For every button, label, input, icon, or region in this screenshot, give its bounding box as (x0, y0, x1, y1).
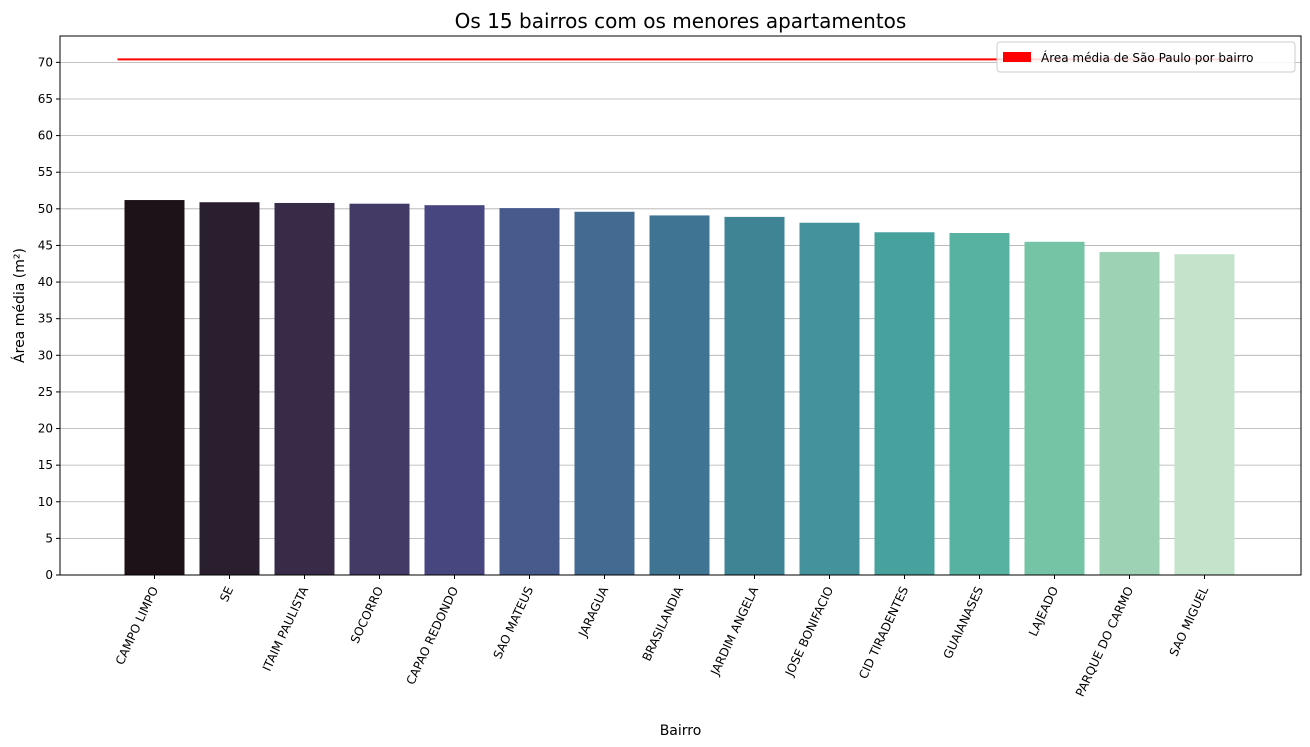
y-tick-label: 15 (38, 458, 53, 472)
bar (1099, 252, 1160, 575)
x-tick-label: GUAIANASES (941, 584, 987, 661)
legend: Área média de São Paulo por bairro (996, 41, 1296, 73)
bar (649, 215, 710, 576)
y-tick-label: 65 (38, 92, 53, 106)
y-tick-label: 10 (38, 495, 53, 509)
y-tick-label: 40 (38, 275, 53, 289)
x-tick-label: BRASILANDIA (639, 584, 686, 664)
y-tick-label: 55 (38, 165, 53, 179)
legend-label: Área média de São Paulo por bairro (1041, 50, 1253, 65)
x-tick-label: CID TIRADENTES (856, 584, 911, 681)
bar (1024, 241, 1085, 575)
y-tick-label: 25 (38, 385, 53, 399)
bar (124, 200, 185, 576)
x-tick-label: ITAIM PAULISTA (260, 584, 312, 674)
y-tick-label: 30 (38, 348, 53, 362)
x-axis: CAMPO LIMPO SE ITAIM PAULISTA SOCORRO CAPAO … (113, 575, 1212, 699)
x-tick-label: JARAGUA (575, 584, 611, 640)
x-tick-label: JARDIM ANGELA (708, 584, 762, 679)
bar (424, 205, 485, 575)
y-tick-label: 50 (38, 202, 53, 216)
chart-title: Os 15 bairros com os menores apartamento… (455, 9, 907, 33)
plot-frame (59, 35, 1302, 576)
y-axis-label: Área média (m²) (11, 248, 28, 363)
y-tick-label: 0 (45, 568, 53, 582)
legend-box (996, 41, 1296, 73)
y-tick-label: 45 (38, 238, 53, 252)
legend-swatch (1003, 52, 1031, 62)
bar (724, 216, 785, 576)
y-tick-label: 5 (45, 531, 53, 545)
x-tick-label: CAPAO REDONDO (403, 584, 461, 687)
x-tick-label: LAJEADO (1026, 584, 1061, 638)
x-tick-label: SOCORRO (348, 584, 386, 645)
x-tick-label: SAO MATEUS (491, 584, 537, 661)
x-tick-label: SE (217, 584, 236, 604)
bar (1174, 254, 1235, 575)
bar (799, 222, 860, 576)
bar (199, 202, 260, 576)
x-tick-label: JOSE BONIFACIO (782, 584, 836, 679)
y-tick-label: 35 (38, 312, 53, 326)
bar (499, 208, 560, 575)
bars (124, 200, 1235, 576)
x-tick-label: SAO MIGUEL (1167, 584, 1212, 658)
bar (949, 232, 1010, 575)
y-tick-label: 20 (38, 422, 53, 436)
bar (574, 211, 635, 575)
x-axis-label: Bairro (660, 723, 702, 739)
y-tick-label: 70 (38, 55, 53, 69)
bar (274, 202, 335, 575)
bar (349, 203, 410, 575)
x-tick-label: CAMPO LIMPO (113, 584, 161, 667)
x-tick-label: PARQUE DO CARMO (1073, 584, 1136, 699)
y-tick-label: 60 (38, 129, 53, 143)
bar (874, 232, 935, 576)
y-axis: 0 5 10 15 20 25 30 35 40 45 50 55 60 65 70 (38, 55, 60, 582)
